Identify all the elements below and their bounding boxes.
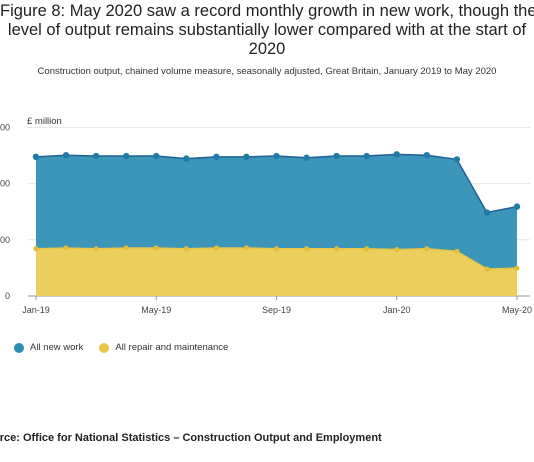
point-repair-maintenance-Jun-19 [183,246,189,252]
point-all-new-work-May-20 [513,203,521,210]
x-tick-label-Jan-19: Jan-19 [22,305,50,315]
point-all-new-work-Jan-19 [32,153,40,161]
chart-legend: All new work All repair and maintenance [14,342,244,353]
point-repair-maintenance-Feb-19 [63,245,69,251]
point-repair-maintenance-Aug-19 [243,245,250,251]
y-tick-label-3: 000 [0,122,10,132]
point-all-new-work-Mar-19 [92,152,100,160]
point-repair-maintenance-Mar-19 [93,246,99,252]
y-axis-unit-label: £ million [27,116,62,127]
point-all-new-work-May-19 [153,152,160,160]
point-repair-maintenance-Nov-19 [334,246,340,252]
point-repair-maintenance-Feb-20 [424,246,430,252]
point-repair-maintenance-Jan-19 [33,246,39,252]
area-repair-maintenance [36,247,517,296]
legend-item-repair-maintenance[interactable]: All repair and maintenance [99,342,228,353]
point-all-new-work-Jan-20 [393,151,400,158]
y-tick-label-0: 0 [5,291,10,301]
point-repair-maintenance-Jul-19 [213,245,219,251]
point-all-new-work-Aug-19 [243,153,250,161]
point-repair-maintenance-Jan-20 [394,247,400,253]
point-all-new-work-Mar-20 [453,156,461,163]
point-all-new-work-Apr-19 [122,152,130,160]
point-all-new-work-Dec-19 [363,152,370,160]
point-repair-maintenance-Dec-19 [364,246,370,252]
chart-title-line-3: 2020 [248,40,286,58]
y-tick-label-2: 000 [0,179,10,189]
legend-dot-repair-maintenance [99,342,110,353]
legend-label-all-new-work: All new work [30,342,84,353]
point-all-new-work-Jun-19 [183,155,190,162]
point-all-new-work-Oct-19 [303,154,310,161]
source-note: urce: Office for National Statistics – C… [0,432,382,444]
point-repair-maintenance-Apr-20 [484,266,490,272]
chart-title-line-2: level of output remains substantially lo… [7,21,527,39]
point-all-new-work-Feb-20 [423,151,431,159]
x-tick-label-Sep-19: Sep-19 [262,305,291,315]
legend-label-repair-maintenance: All repair and maintenance [115,342,229,353]
point-all-new-work-Apr-20 [483,209,491,216]
point-repair-maintenance-May-19 [153,245,159,251]
point-all-new-work-Feb-19 [62,151,70,159]
point-repair-maintenance-Oct-19 [303,246,310,252]
chart-title-line-1: Figure 8: May 2020 saw a record monthly … [0,2,534,20]
point-all-new-work-Jul-19 [213,153,220,161]
chart-subtitle: Construction output, chained volume meas… [37,66,497,77]
y-tick-label-1: 000 [0,235,10,245]
point-repair-maintenance-Sep-19 [273,246,280,252]
point-repair-maintenance-Apr-19 [123,245,129,251]
x-tick-label-May-20: May-20 [502,305,532,315]
x-tick-label-May-19: May-19 [141,305,171,315]
legend-dot-all-new-work [14,342,24,353]
point-repair-maintenance-May-20 [514,265,520,271]
point-all-new-work-Sep-19 [273,152,280,160]
chart-title: Figure 8: May 2020 saw a record monthly … [0,2,534,59]
point-all-new-work-Nov-19 [333,152,340,160]
point-repair-maintenance-Mar-20 [454,248,460,254]
x-tick-label-Jan-20: Jan-20 [383,305,411,315]
legend-item-all-new-work[interactable]: All new work [14,342,83,353]
